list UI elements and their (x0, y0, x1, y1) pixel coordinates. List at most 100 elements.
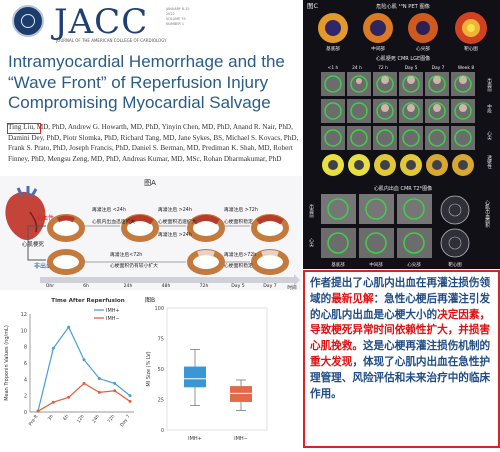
article-title: Intramyocardial Hemorrhage and the “Wave… (8, 52, 285, 112)
svg-text:基底部: 基底部 (326, 45, 340, 52)
svg-text:心尖部: 心尖部 (407, 261, 421, 268)
svg-text:心肌内出血迅速扩大: 心肌内出血迅速扩大 (92, 218, 135, 225)
acc-seal-icon (12, 5, 44, 37)
data-point (128, 399, 132, 403)
svg-text:靶心图: 靶心图 (464, 45, 478, 52)
data-point (113, 389, 117, 393)
svg-text:72 h: 72 h (378, 65, 388, 71)
nonhemorrhagic-label: 非出血性 (34, 262, 58, 270)
lge-image-grid (321, 72, 475, 176)
data-point (36, 409, 40, 413)
conclusion-box: 作者提出了心肌内出血在再灌注损伤领域的最新见解：急性心梗后再灌注引发的心肌内出血… (303, 270, 500, 448)
x-tick-label: 6h (62, 414, 70, 422)
data-point (82, 358, 86, 362)
svg-text:再灌注后 >24h: 再灌注后 >24h (158, 231, 192, 238)
x-tick-label: 3h (47, 414, 55, 422)
x-tick-label: IMH+ (188, 436, 202, 442)
y-tick-label: 10 (21, 328, 27, 334)
figure-b-label: 图B (145, 297, 155, 304)
y-axis-label: Mean Troponin Values (ng/mL) (4, 325, 10, 401)
x-tick-label: 72h (106, 414, 116, 425)
plot-frame (166, 307, 268, 431)
y-tick-label: 75 (158, 337, 164, 343)
conclusion-text: 作者提出了心肌内出血在再灌注损伤领域的最新见解：急性心梗后再灌注引发的心肌内出血… (310, 277, 491, 400)
svg-text:24h: 24h (124, 283, 133, 289)
chart-title: Time After Reperfusion (51, 298, 124, 304)
svg-text:Day 5: Day 5 (405, 65, 418, 71)
svg-text:6h: 6h (83, 283, 89, 289)
y-tick-label: 50 (158, 367, 164, 373)
nonhemorrhagic-stages (47, 249, 289, 275)
box (230, 386, 252, 402)
hemorrhagic-label: 出血性 (36, 214, 54, 222)
first-author: Ting Liu (8, 123, 34, 131)
svg-text:Day 5: Day 5 (231, 283, 245, 289)
x-tick-label: Day 7 (119, 414, 132, 429)
svg-text:再灌注后 >24h: 再灌注后 >24h (158, 206, 192, 213)
mi-label: 心肌梗死 (22, 240, 45, 248)
y-tick-label: 0 (24, 410, 27, 416)
svg-text:出血前: 出血前 (487, 77, 492, 93)
heart-illustration (5, 186, 46, 241)
timeline-axis: Ohr 6h 24h 48h 72h Day 5 Day 7 时间 (40, 274, 300, 291)
y-tick-label: 0 (161, 428, 164, 434)
svg-text:再灌注后<72h: 再灌注后<72h (110, 251, 142, 258)
paper-header: JACC JOURNAL OF THE AMERICAN COLLEGE OF … (0, 0, 302, 172)
y-axis-label: MI Size (% LV) (146, 351, 152, 386)
svg-text:心梗面积仍有较小扩大: 心梗面积仍有较小扩大 (110, 262, 158, 269)
first-author-highlight (7, 123, 41, 134)
svg-text:心梗面积迅速扩大: 心梗面积迅速扩大 (158, 218, 197, 225)
y-tick-label: 4 (24, 377, 27, 383)
y-tick-label: 100 (154, 306, 164, 312)
svg-text:Ohr: Ohr (46, 283, 55, 289)
x-tick-label: 12h (76, 414, 86, 425)
data-point (51, 400, 55, 404)
svg-text:基底部: 基底部 (331, 261, 345, 268)
svg-text:再灌注后 >72h: 再灌注后 >72h (224, 206, 258, 213)
figure-c: 图C 危险心肌 ¹³N PET 图像 基底部 中间部 心尖部 靶心图 心肌梗死 … (303, 0, 500, 269)
y-tick-label: 12 (21, 312, 27, 318)
author-list: Ting Liu, MD, PhD, Andrew G. Howarth, MD… (8, 123, 299, 163)
svg-text:心尖: 心尖 (309, 237, 314, 249)
svg-text:Day 7: Day 7 (432, 65, 445, 71)
svg-text:心梗面积稳定: 心梗面积稳定 (224, 218, 253, 225)
lge-title: 心肌梗死 CMR LGE图像 (376, 55, 430, 62)
troponin-chart: 0 2 4 6 8 10 12 Pre-R 3h 6h 12h 24h 72h Day 7 Mean Tro… (0, 292, 140, 448)
hemorrhagic-stages (47, 214, 289, 242)
data-point (82, 381, 86, 385)
svg-text:出血前: 出血前 (309, 203, 314, 219)
svg-text:中间部: 中间部 (369, 261, 383, 268)
svg-text:靶心图: 靶心图 (448, 261, 462, 268)
pet-title: 危险心肌 ¹³N PET 图像 (376, 2, 430, 10)
svg-text:心尖: 心尖 (487, 130, 492, 142)
x-tick-label: IMH− (234, 436, 248, 442)
svg-text:48h: 48h (162, 283, 171, 289)
journal-logo: JACC (54, 2, 149, 42)
svg-text:中间部: 中间部 (371, 45, 385, 52)
data-point (67, 325, 71, 329)
data-point (113, 381, 117, 385)
data-point (97, 390, 101, 394)
data-point (97, 377, 101, 381)
figure-a: 图A 心肌梗死 出血性 再灌注后 <24h 心肌内出血迅速扩大 再灌注后 >24… (0, 176, 302, 291)
box (184, 366, 206, 388)
svg-text:Day 7: Day 7 (263, 283, 277, 289)
svg-text:透壁性: 透壁性 (487, 154, 492, 170)
t2-image-grid (321, 194, 470, 258)
data-point (67, 395, 71, 399)
svg-text:再灌注后>72h: 再灌注后>72h (224, 251, 256, 258)
pet-images (318, 12, 487, 44)
svg-text:Week 8: Week 8 (458, 65, 474, 71)
x-tick-label: Pre-R (28, 413, 40, 427)
y-tick-label: 6 (24, 361, 27, 367)
svg-text:时间: 时间 (287, 284, 297, 290)
series-line (37, 382, 131, 412)
journal-subtitle: JOURNAL OF THE AMERICAN COLLEGE OF CARDI… (56, 38, 167, 43)
mi-size-chart: 图B 0 25 50 75 100 MI Size (% LV) IMH+ IMH− (141, 292, 273, 448)
figure-c-label: 图C (307, 2, 319, 10)
svg-text:中段: 中段 (487, 103, 492, 115)
svg-text:心梗面积稳定: 心梗面积稳定 (224, 262, 253, 269)
svg-text:24 h: 24 h (352, 65, 362, 71)
x-tick-label: 24h (91, 414, 101, 425)
t2-title: 心肌内出血 CMR T2*图像 (374, 185, 432, 192)
